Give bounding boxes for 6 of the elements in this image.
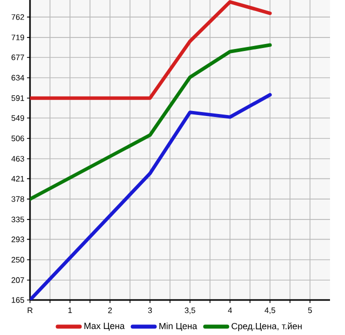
line-series: [30, 43, 272, 201]
legend-label: Сред.Цена, т.йен: [232, 322, 302, 332]
line-series: [30, 0, 272, 100]
line-series: [30, 93, 272, 300]
legend-label: Min Цена: [159, 322, 198, 331]
legend-label: Max Цена: [84, 322, 125, 331]
